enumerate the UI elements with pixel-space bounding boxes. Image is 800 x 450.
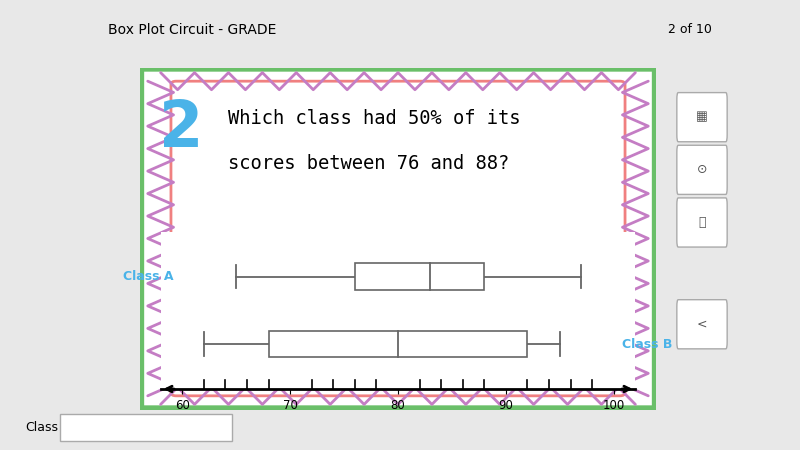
Text: ⊙: ⊙	[697, 163, 707, 176]
Text: ⤢: ⤢	[698, 216, 706, 229]
Text: <: <	[697, 318, 707, 331]
Text: Class A: Class A	[123, 270, 174, 283]
Text: Class: Class	[25, 421, 58, 434]
FancyBboxPatch shape	[677, 300, 727, 349]
FancyBboxPatch shape	[60, 414, 232, 441]
Text: POSSIBLE POINTS: 10: POSSIBLE POINTS: 10	[443, 71, 554, 81]
Bar	[269, 331, 527, 357]
FancyBboxPatch shape	[677, 93, 727, 142]
Text: Which class had 50% of its: Which class had 50% of its	[228, 109, 520, 128]
FancyBboxPatch shape	[677, 145, 727, 194]
Bar	[355, 264, 484, 290]
Text: ▦: ▦	[696, 111, 708, 124]
Text: Box Plot Circuit - GRADE: Box Plot Circuit - GRADE	[108, 22, 276, 37]
Text: scores between 76 and 88?: scores between 76 and 88?	[228, 154, 509, 173]
FancyBboxPatch shape	[140, 68, 656, 410]
Text: Class B: Class B	[622, 338, 673, 351]
FancyBboxPatch shape	[677, 198, 727, 247]
Text: 2 of 10: 2 of 10	[668, 23, 712, 36]
Text: 2: 2	[159, 98, 203, 160]
